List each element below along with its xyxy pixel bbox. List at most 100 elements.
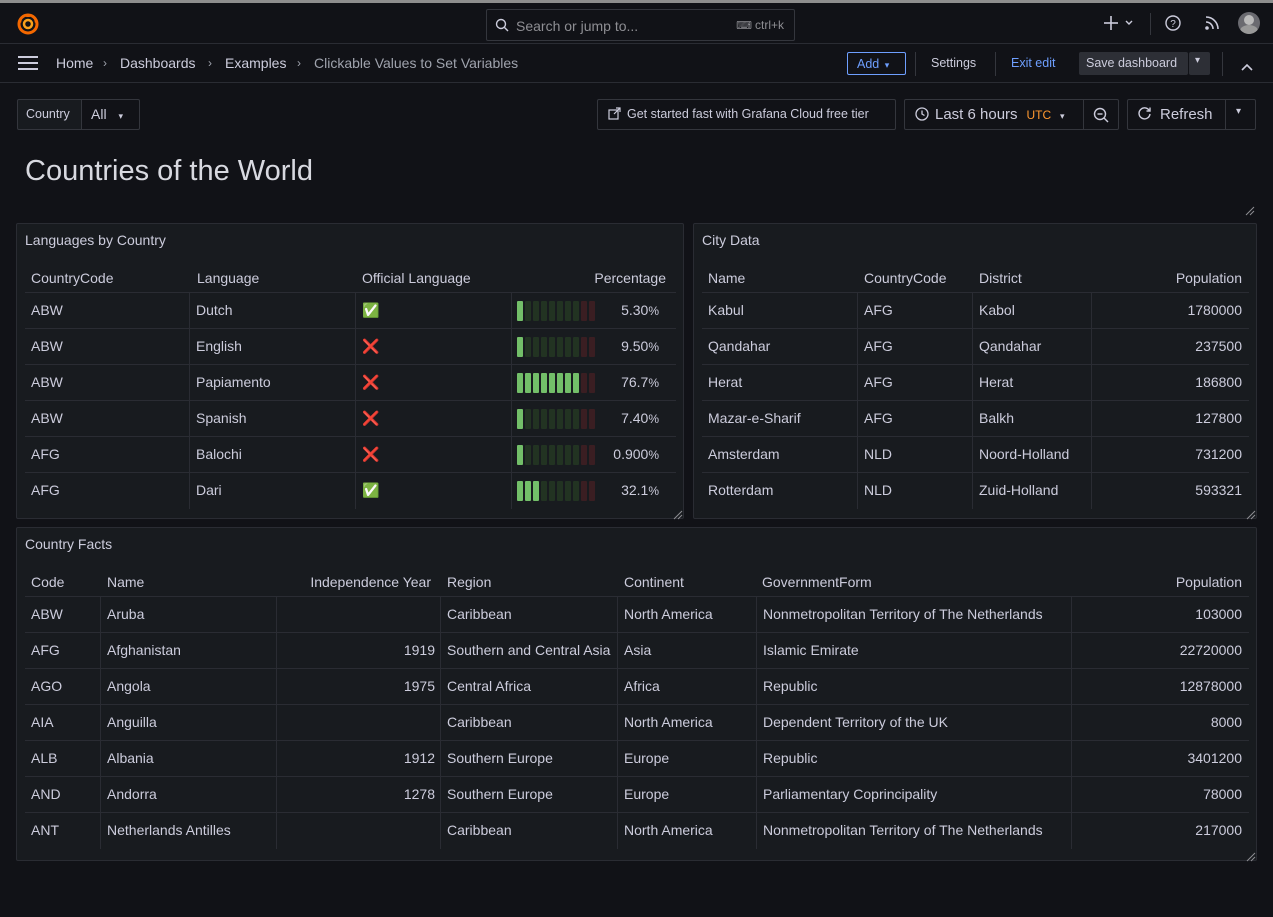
cell-continent[interactable]: Asia xyxy=(624,642,652,658)
cell-district[interactable]: Balkh xyxy=(979,410,1015,426)
cell-code[interactable]: AIA xyxy=(31,714,54,730)
cell-population[interactable]: 8000 xyxy=(1210,714,1242,730)
new-menu-button[interactable] xyxy=(1103,14,1137,35)
cell-city-name[interactable]: Kabul xyxy=(708,302,744,318)
breadcrumb-examples[interactable]: Examples xyxy=(225,55,287,71)
column-header[interactable]: Population xyxy=(1175,270,1242,286)
cell-percentage[interactable]: 7.40% xyxy=(585,410,659,426)
table-row[interactable]: AGO Angola 1975 Central Africa Africa Republi… xyxy=(25,669,1249,705)
cell-percentage[interactable]: 76.7% xyxy=(585,374,659,390)
cell-country-name[interactable]: Albania xyxy=(107,750,154,766)
column-header[interactable]: Official Language xyxy=(362,270,471,286)
refresh-button[interactable]: Refresh xyxy=(1127,99,1226,130)
resize-handle-icon[interactable] xyxy=(673,507,683,520)
cell-city-name[interactable]: Rotterdam xyxy=(708,482,774,498)
cell-government-form[interactable]: Parliamentary Coprincipality xyxy=(763,786,938,802)
cell-region[interactable]: Caribbean xyxy=(447,822,512,838)
cell-country-code[interactable]: AFG xyxy=(864,374,893,390)
cell-continent[interactable]: Europe xyxy=(624,750,670,766)
cell-percentage[interactable]: 5.30% xyxy=(585,302,659,318)
table-row[interactable]: AFG Balochi ❌ 0.900% xyxy=(25,437,676,473)
cell-population[interactable]: 22720000 xyxy=(1179,642,1242,658)
table-row[interactable]: AFG Afghanistan 1919 Southern and Central A… xyxy=(25,633,1249,669)
cell-independence-year[interactable]: 1278 xyxy=(403,786,435,802)
table-row[interactable]: ALB Albania 1912 Southern Europe Europe Repub… xyxy=(25,741,1249,777)
cell-district[interactable]: Herat xyxy=(979,374,1014,390)
save-dashboard-button[interactable]: Save dashboard xyxy=(1079,52,1188,75)
cell-code[interactable]: AFG xyxy=(31,642,60,658)
column-header[interactable]: Independence Year xyxy=(310,574,431,590)
table-row[interactable]: Kabul AFG Kabol 1780000 xyxy=(702,293,1249,329)
cell-region[interactable]: Southern Europe xyxy=(447,786,553,802)
table-row[interactable]: ANT Netherlands Antilles Caribbean North Am… xyxy=(25,813,1249,849)
column-header[interactable]: Percentage xyxy=(594,270,666,286)
column-header[interactable]: Code xyxy=(31,574,65,590)
cell-city-name[interactable]: Herat xyxy=(708,374,743,390)
cell-country-code[interactable]: AFG xyxy=(864,410,893,426)
table-row[interactable]: AIA Anguilla Caribbean North America Depende… xyxy=(25,705,1249,741)
cell-government-form[interactable]: Dependent Territory of the UK xyxy=(763,714,948,730)
cell-region[interactable]: Caribbean xyxy=(447,606,512,622)
cell-code[interactable]: ANT xyxy=(31,822,59,838)
cell-continent[interactable]: North America xyxy=(624,606,713,622)
resize-handle-icon[interactable] xyxy=(1245,203,1255,216)
cell-population[interactable]: 3401200 xyxy=(1187,750,1242,766)
cell-region[interactable]: Central Africa xyxy=(447,678,532,694)
cell-country-code[interactable]: NLD xyxy=(864,482,893,498)
menu-hamburger-icon[interactable] xyxy=(18,56,38,73)
cell-country-name[interactable]: Angola xyxy=(107,678,151,694)
cell-district[interactable]: Qandahar xyxy=(979,338,1042,354)
cell-language[interactable]: Dutch xyxy=(196,302,233,318)
cell-independence-year[interactable]: 1975 xyxy=(403,678,435,694)
cell-country-name[interactable]: Andorra xyxy=(107,786,157,802)
cell-country-code[interactable]: ABW xyxy=(31,410,63,426)
cell-government-form[interactable]: Republic xyxy=(763,678,818,694)
cell-continent[interactable]: Africa xyxy=(624,678,660,694)
cell-country-code[interactable]: AFG xyxy=(31,482,60,498)
cell-country-code[interactable]: ABW xyxy=(31,338,63,354)
column-header[interactable]: CountryCode xyxy=(31,270,114,286)
cell-city-name[interactable]: Qandahar xyxy=(708,338,771,354)
grafana-cloud-link[interactable]: Get started fast with Grafana Cloud free… xyxy=(597,99,896,130)
table-row[interactable]: Herat AFG Herat 186800 xyxy=(702,365,1249,401)
cell-population[interactable]: 731200 xyxy=(1195,446,1242,462)
cell-government-form[interactable]: Nonmetropolitan Territory of The Netherl… xyxy=(763,606,1043,622)
resize-handle-icon[interactable] xyxy=(1246,849,1256,862)
country-variable-select[interactable]: All ▾ xyxy=(81,99,140,130)
table-row[interactable]: Qandahar AFG Qandahar 237500 xyxy=(702,329,1249,365)
cell-district[interactable]: Noord-Holland xyxy=(979,446,1070,462)
table-row[interactable]: ABW Dutch ✅ 5.30% xyxy=(25,293,676,329)
table-row[interactable]: Amsterdam NLD Noord-Holland 731200 xyxy=(702,437,1249,473)
save-options-chevron-icon[interactable]: ▾ xyxy=(1189,52,1210,75)
cell-percentage[interactable]: 32.1% xyxy=(585,482,659,498)
cell-country-name[interactable]: Netherlands Antilles xyxy=(107,822,231,838)
column-header[interactable]: Name xyxy=(708,270,746,286)
cell-government-form[interactable]: Republic xyxy=(763,750,818,766)
table-row[interactable]: AND Andorra 1278 Southern Europe Europe Parli… xyxy=(25,777,1249,813)
cell-percentage[interactable]: 0.900% xyxy=(585,446,659,462)
cell-code[interactable]: ALB xyxy=(31,750,58,766)
column-header[interactable]: Name xyxy=(107,574,145,590)
cell-percentage[interactable]: 9.50% xyxy=(585,338,659,354)
cell-district[interactable]: Zuid-Holland xyxy=(979,482,1059,498)
cell-continent[interactable]: North America xyxy=(624,822,713,838)
cell-language[interactable]: Papiamento xyxy=(196,374,271,390)
exit-edit-button[interactable]: Exit edit xyxy=(1011,56,1056,70)
cell-code[interactable]: AGO xyxy=(31,678,63,694)
column-header[interactable]: Population xyxy=(1175,574,1242,590)
table-row[interactable]: Rotterdam NLD Zuid-Holland 593321 xyxy=(702,473,1249,509)
table-row[interactable]: ABW Papiamento ❌ 76.7% xyxy=(25,365,676,401)
cell-population[interactable]: 237500 xyxy=(1195,338,1242,354)
cell-continent[interactable]: North America xyxy=(624,714,713,730)
cell-country-code[interactable]: ABW xyxy=(31,302,63,318)
cell-language[interactable]: Spanish xyxy=(196,410,247,426)
column-header[interactable]: Continent xyxy=(624,574,684,590)
table-row[interactable]: ABW English ❌ 9.50% xyxy=(25,329,676,365)
table-row[interactable]: ABW Spanish ❌ 7.40% xyxy=(25,401,676,437)
cell-country-name[interactable]: Anguilla xyxy=(107,714,157,730)
user-avatar[interactable] xyxy=(1238,12,1260,34)
cell-country-code[interactable]: AFG xyxy=(31,446,60,462)
time-range-picker[interactable]: Last 6 hours UTC ▾ xyxy=(904,99,1084,130)
chevron-up-icon[interactable] xyxy=(1241,58,1253,74)
add-button[interactable]: Add ▾ xyxy=(847,52,906,75)
